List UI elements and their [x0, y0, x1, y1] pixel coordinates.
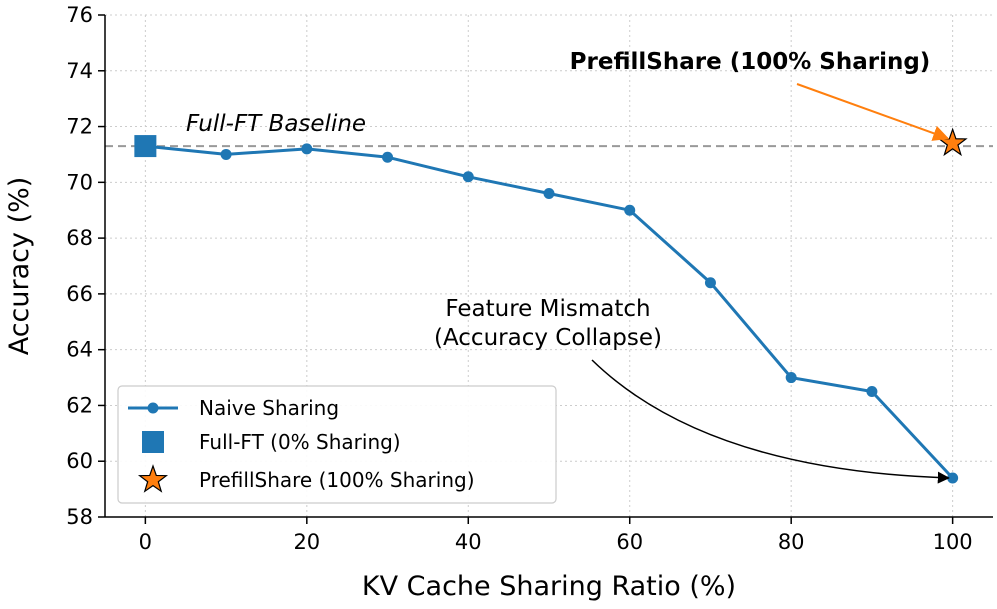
y-tick-label: 76: [66, 3, 93, 27]
legend-label: Naive Sharing: [199, 396, 339, 420]
y-tick-label: 62: [66, 393, 93, 417]
naive-sharing-point: [785, 372, 797, 384]
x-tick-label: 60: [616, 530, 643, 554]
annotation-line: Feature Mismatch: [445, 296, 650, 322]
naive-sharing-point: [624, 204, 636, 216]
feature-mismatch-annotation: Feature Mismatch (Accuracy Collapse): [434, 296, 662, 351]
baseline: Full-FT Baseline: [105, 111, 993, 148]
legend-label: PrefillShare (100% Sharing): [199, 468, 475, 492]
axes: 0 20 40 60 80 100 58 60 62 64 66 68 70 72 74 76: [66, 3, 993, 554]
naive-sharing-point: [543, 187, 555, 199]
naive-sharing-point: [704, 277, 716, 289]
baseline-label: Full-FT Baseline: [186, 111, 366, 137]
prefillshare-annotation: PrefillShare (100% Sharing): [570, 49, 931, 75]
y-tick-label: 60: [66, 449, 93, 473]
y-tick-label: 66: [66, 282, 93, 306]
annotation-line: (Accuracy Collapse): [434, 325, 662, 351]
naive-sharing-point: [947, 472, 959, 484]
naive-sharing-point: [382, 151, 394, 163]
legend-box: [117, 385, 557, 504]
legend: Naive Sharing Full-FT (0% Sharing) Prefill…: [117, 385, 557, 504]
x-tick-label: 40: [455, 530, 482, 554]
y-axis-title: Accuracy (%): [4, 177, 35, 356]
y-tick-label: 70: [66, 170, 93, 194]
feature-mismatch-arrow: [591, 359, 950, 484]
naive-sharing-point: [220, 148, 232, 160]
x-axis-title: KV Cache Sharing Ratio (%): [362, 571, 736, 602]
y-tick-label: 74: [66, 59, 93, 83]
y-tick-label: 64: [66, 338, 93, 362]
x-tick-label: 100: [933, 530, 973, 554]
plot-area: [134, 127, 968, 484]
x-tick-label: 0: [139, 530, 152, 554]
legend-square-swatch: [142, 431, 164, 453]
legend-star-swatch: [137, 464, 169, 493]
naive-sharing-point: [462, 171, 474, 183]
y-tick-label: 68: [66, 226, 93, 250]
annotations: PrefillShare (100% Sharing) Feature Misma…: [434, 49, 950, 484]
x-tick-label: 80: [778, 530, 805, 554]
prefillshare-arrow: [796, 83, 950, 141]
naive-sharing-point: [301, 143, 313, 155]
full-ft-marker: [134, 135, 157, 158]
y-tick-label: 72: [66, 115, 93, 139]
y-tick-label: 58: [66, 505, 93, 529]
legend-label: Full-FT (0% Sharing): [199, 430, 401, 454]
x-tick-label: 20: [293, 530, 320, 554]
naive-sharing-point: [866, 386, 878, 397]
legend-circle-swatch: [147, 402, 159, 414]
